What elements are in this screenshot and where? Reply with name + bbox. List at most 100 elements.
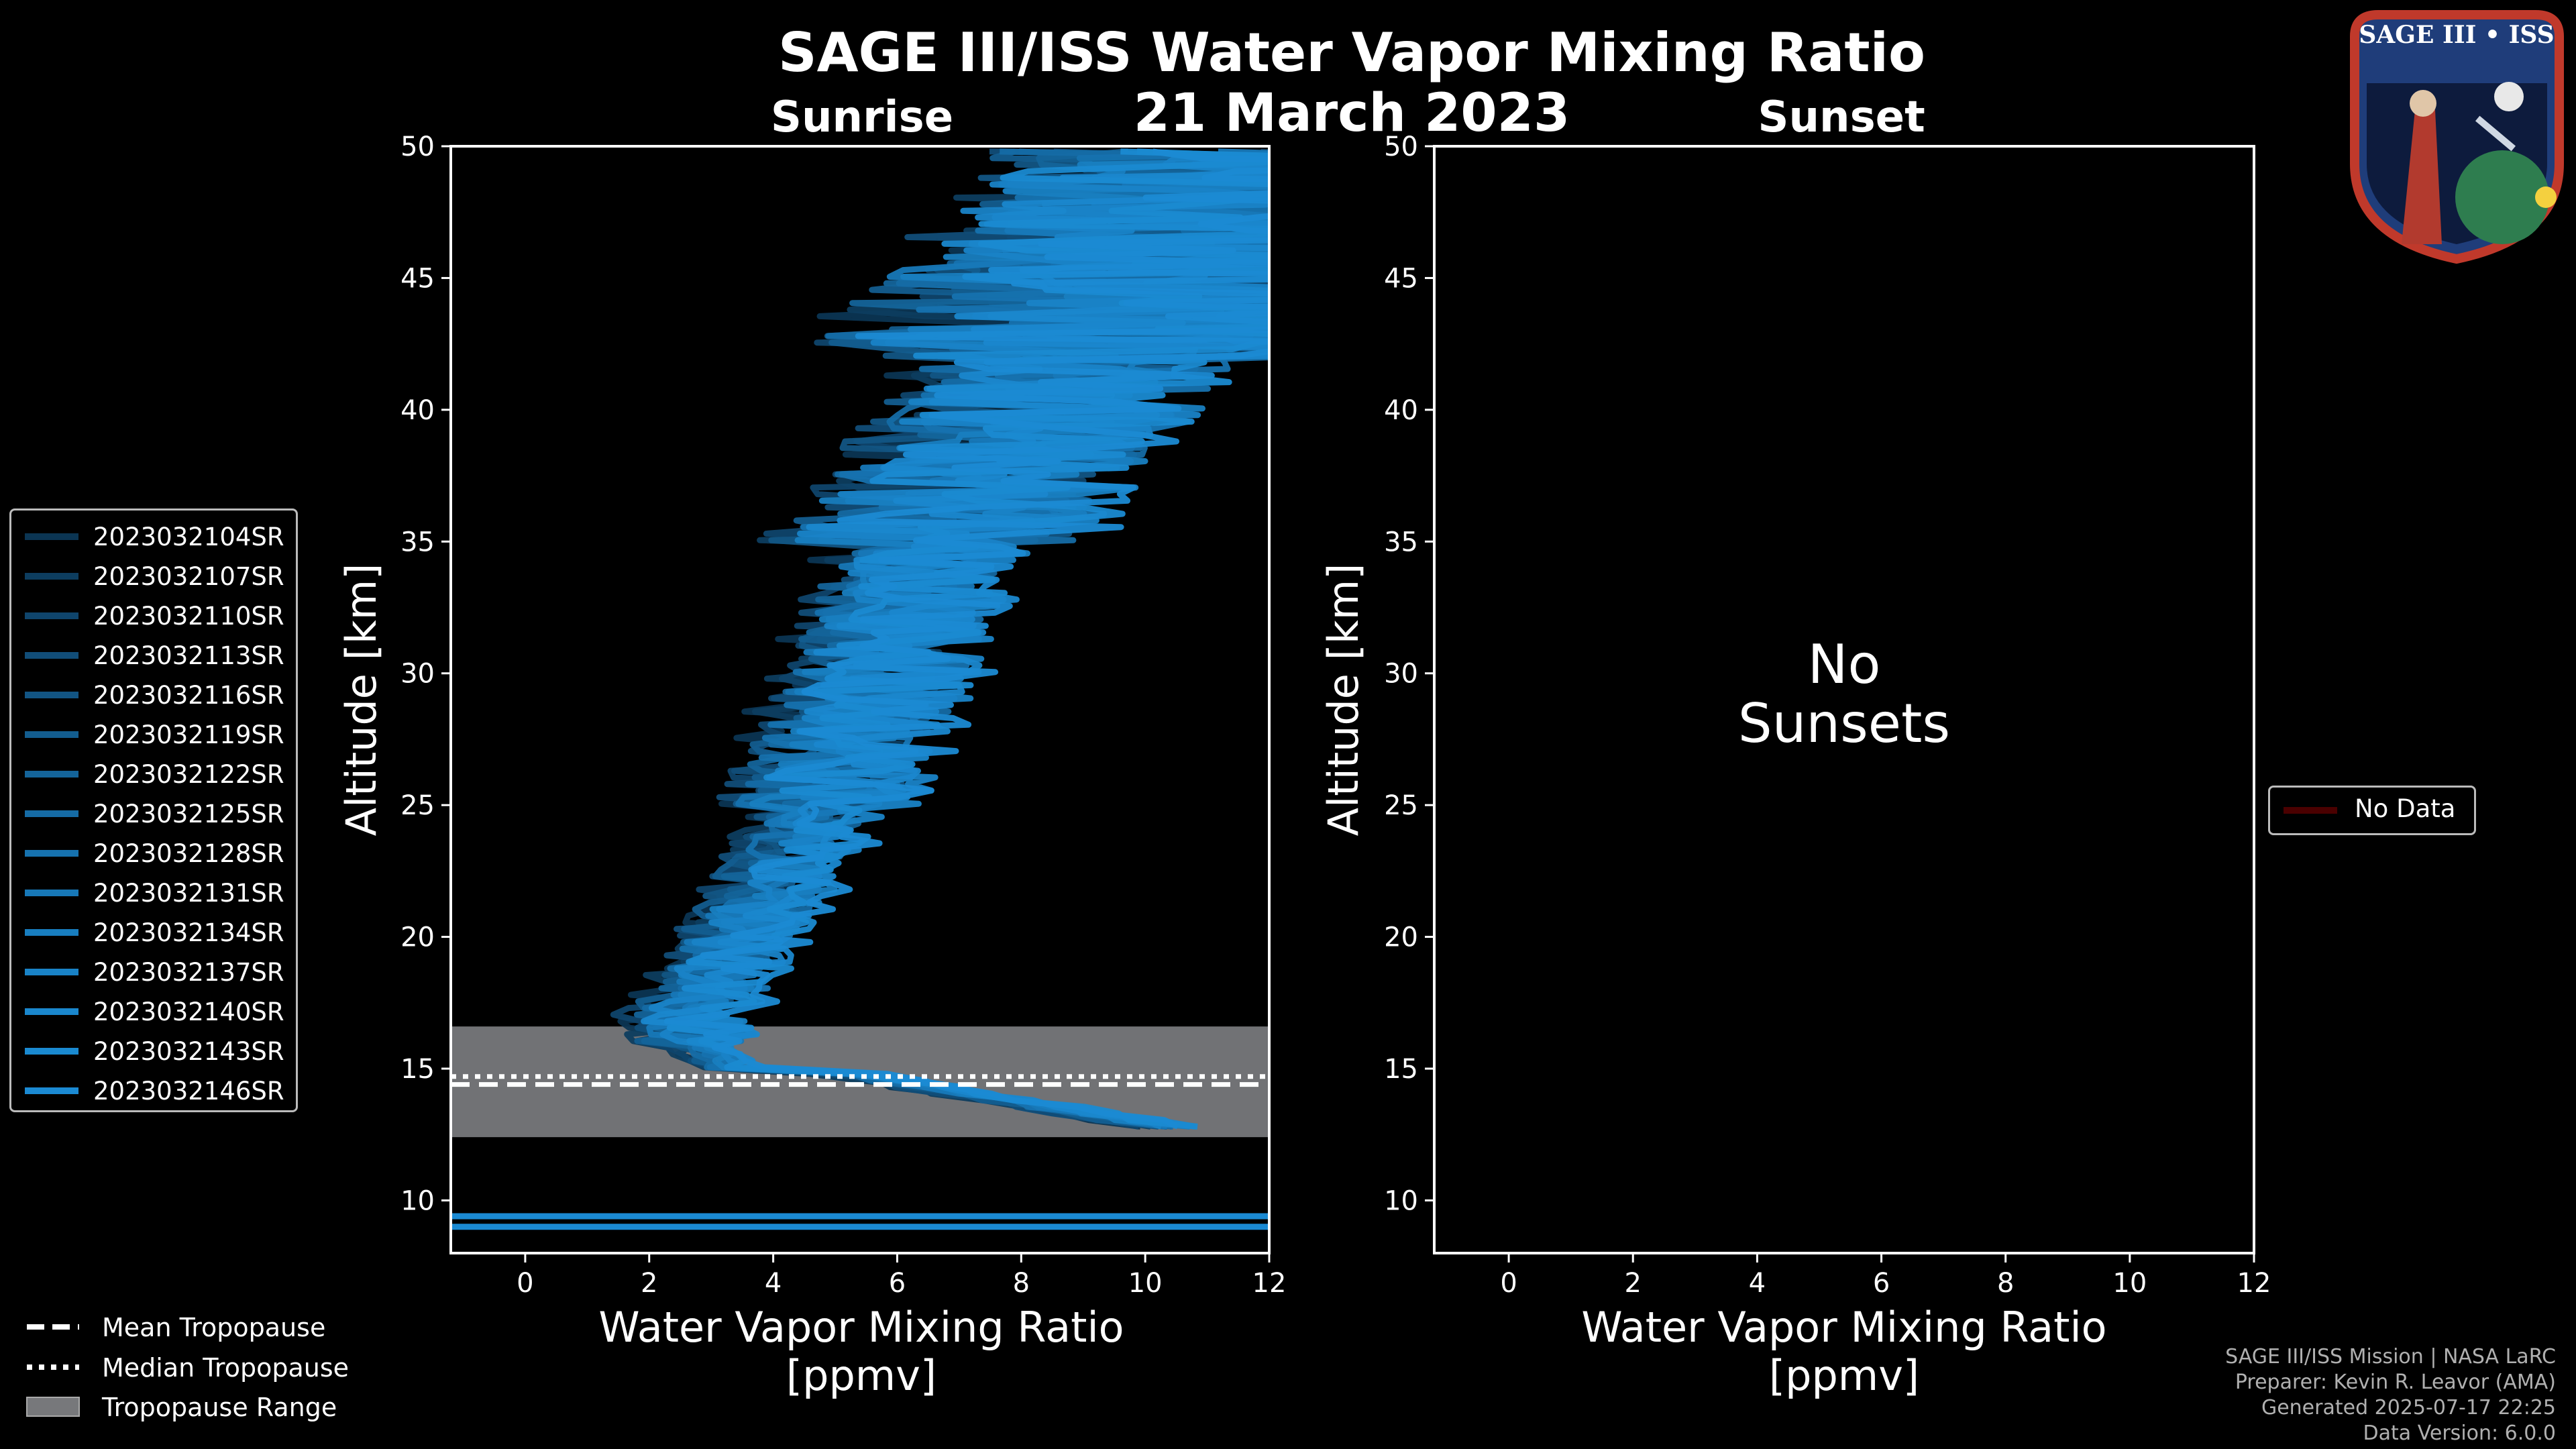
legend-swatch bbox=[25, 929, 78, 936]
sunset-ytick-label: 35 bbox=[1384, 527, 1418, 557]
credits-block: SAGE III/ISS Mission | NASA LaRC Prepare… bbox=[2225, 1344, 2556, 1446]
legend-swatch bbox=[25, 652, 78, 659]
legend-item-2023032137SR: 2023032137SR bbox=[11, 953, 284, 991]
legend-label: 2023032119SR bbox=[93, 720, 284, 749]
sunrise-ytick-label: 15 bbox=[400, 1054, 435, 1085]
sunset-ytick-label: 45 bbox=[1384, 263, 1418, 294]
legend-label: 2023032104SR bbox=[93, 522, 284, 551]
sunrise-ytick-label: 45 bbox=[400, 263, 435, 294]
legend-label: 2023032146SR bbox=[93, 1076, 284, 1106]
sunset-xtick-label: 10 bbox=[2112, 1268, 2147, 1299]
no-sunsets-line1: No bbox=[1808, 633, 1881, 696]
sunset-xtick-label: 12 bbox=[2237, 1268, 2271, 1299]
tropopause-range-label: Tropopause Range bbox=[101, 1393, 337, 1422]
legend-label: 2023032131SR bbox=[93, 878, 284, 908]
sunset-plot-area bbox=[1434, 146, 2254, 1253]
sage-iii-iss-badge-logo: SAGE III • ISS bbox=[2350, 10, 2564, 264]
legend-swatch bbox=[25, 810, 78, 817]
credits-mission: SAGE III/ISS Mission | NASA LaRC bbox=[2225, 1345, 2556, 1368]
sunset-panel-title: Sunset bbox=[1758, 93, 1925, 142]
legend-item-2023032134SR: 2023032134SR bbox=[11, 913, 284, 952]
iss-icon bbox=[2475, 115, 2516, 152]
no-sunsets-line2: Sunsets bbox=[1738, 692, 1950, 755]
legend-item-2023032131SR: 2023032131SR bbox=[11, 873, 284, 912]
sunset-xtick-label: 6 bbox=[1873, 1268, 1890, 1299]
mean-tropopause-label: Mean Tropopause bbox=[102, 1313, 325, 1342]
series-legend: 2023032104SR 2023032107SR 2023032110SR 2023… bbox=[9, 508, 298, 1112]
legend-swatch bbox=[25, 692, 78, 698]
profile-line-2023032146SR bbox=[663, 148, 1269, 1130]
sunrise-ytick-label: 50 bbox=[400, 131, 435, 162]
tropopause-legend: Mean Tropopause Median Tropopause Tropop… bbox=[26, 1313, 349, 1422]
badge-title: SAGE III • ISS bbox=[2359, 21, 2554, 49]
median-tropopause-label: Median Tropopause bbox=[102, 1353, 349, 1383]
sunset-xtick-label: 4 bbox=[1749, 1268, 1766, 1299]
sunrise-xtick-label: 2 bbox=[641, 1268, 657, 1299]
legend-swatch bbox=[25, 771, 78, 777]
legend-swatch bbox=[25, 1008, 78, 1015]
legend-item-2023032122SR: 2023032122SR bbox=[11, 755, 284, 794]
legend-label: 2023032134SR bbox=[93, 918, 284, 947]
sun-icon bbox=[2535, 186, 2557, 208]
legend-swatch bbox=[25, 1087, 78, 1094]
sunset-xlabel-line1: Water Vapor Mixing Ratio bbox=[1581, 1303, 2106, 1352]
figure-robe-icon bbox=[2402, 100, 2442, 244]
legend-item-2023032110SR: 2023032110SR bbox=[11, 596, 284, 635]
sunset-ytick-label: 15 bbox=[1384, 1054, 1418, 1085]
sunrise-ytick-label: 20 bbox=[400, 922, 435, 953]
legend-swatch bbox=[25, 969, 78, 975]
legend-label: 2023032110SR bbox=[93, 601, 284, 631]
no-data-legend: No Data bbox=[2268, 786, 2476, 835]
legend-label: 2023032107SR bbox=[93, 561, 284, 591]
sunset-xtick-label: 2 bbox=[1625, 1268, 1642, 1299]
sunset-xtick-label: 0 bbox=[1500, 1268, 1517, 1299]
legend-item-2023032116SR: 2023032116SR bbox=[11, 676, 284, 714]
figure-title: SAGE III/ISS Water Vapor Mixing Ratio bbox=[777, 21, 1926, 84]
legend-label: 2023032116SR bbox=[93, 680, 284, 710]
sunrise-xtick-label: 4 bbox=[765, 1268, 782, 1299]
sunrise-panel: 0 2 4 6 8 10 12 10 15 20 25 30 35 40 45 50 bbox=[400, 131, 1286, 1299]
legend-item-2023032113SR: 2023032113SR bbox=[11, 636, 284, 675]
sunset-ylabel: Altitude [km] bbox=[1319, 564, 1368, 837]
legend-swatch bbox=[25, 890, 78, 896]
sunset-axes-frame bbox=[1433, 145, 2255, 1254]
legend-label: 2023032113SR bbox=[93, 641, 284, 670]
sunrise-panel-title: Sunrise bbox=[770, 93, 954, 142]
legend-label: 2023032122SR bbox=[93, 759, 284, 789]
sunset-ytick-label: 25 bbox=[1384, 790, 1418, 821]
legend-item-2023032119SR: 2023032119SR bbox=[11, 715, 284, 754]
sunrise-xlabel-line1: Water Vapor Mixing Ratio bbox=[598, 1303, 1124, 1352]
sunset-ytick-label: 20 bbox=[1384, 922, 1418, 953]
legend-swatch bbox=[25, 1048, 78, 1055]
legend-item-2023032107SR: 2023032107SR bbox=[11, 557, 284, 596]
legend-label: 2023032137SR bbox=[93, 957, 284, 987]
sunrise-xtick-label: 8 bbox=[1013, 1268, 1030, 1299]
credits-preparer: Preparer: Kevin R. Leavor (AMA) bbox=[2235, 1371, 2556, 1394]
sunrise-xtick-label: 0 bbox=[517, 1268, 533, 1299]
sunset-ytick-label: 10 bbox=[1384, 1185, 1418, 1216]
figure-date: 21 March 2023 bbox=[1133, 83, 1570, 144]
sunrise-ylabel: Altitude [km] bbox=[337, 564, 386, 837]
legend-label: 2023032125SR bbox=[93, 799, 284, 828]
legend-swatch bbox=[25, 612, 78, 619]
sunset-panel: 0 2 4 6 8 10 12 10 15 20 25 30 35 40 45 50 No Sunsets bbox=[1384, 131, 2271, 1299]
sunrise-ytick-label: 25 bbox=[400, 790, 435, 821]
legend-swatch bbox=[25, 573, 78, 580]
legend-swatch bbox=[25, 533, 78, 540]
legend-label: 2023032140SR bbox=[93, 997, 284, 1026]
legend-item-2023032125SR: 2023032125SR bbox=[11, 794, 284, 833]
sunrise-axes-frame bbox=[449, 145, 1271, 1254]
legend-item-2023032143SR: 2023032143SR bbox=[11, 1032, 284, 1071]
legend-item-2023032140SR: 2023032140SR bbox=[11, 992, 284, 1031]
credits-version: Data Version: 6.0.0 bbox=[2363, 1421, 2556, 1445]
no-data-label: No Data bbox=[2355, 794, 2456, 823]
sunrise-xtick-label: 10 bbox=[1128, 1268, 1163, 1299]
no-data-swatch bbox=[2284, 807, 2337, 814]
moon-icon bbox=[2494, 82, 2524, 111]
credits-generated: Generated 2025-07-17 22:25 bbox=[2261, 1396, 2556, 1419]
legend-item-2023032104SR: 2023032104SR bbox=[11, 517, 284, 556]
sunset-xtick-label: 8 bbox=[1997, 1268, 2014, 1299]
sunrise-ytick-label: 35 bbox=[400, 527, 435, 557]
sunset-ytick-label: 50 bbox=[1384, 131, 1418, 162]
